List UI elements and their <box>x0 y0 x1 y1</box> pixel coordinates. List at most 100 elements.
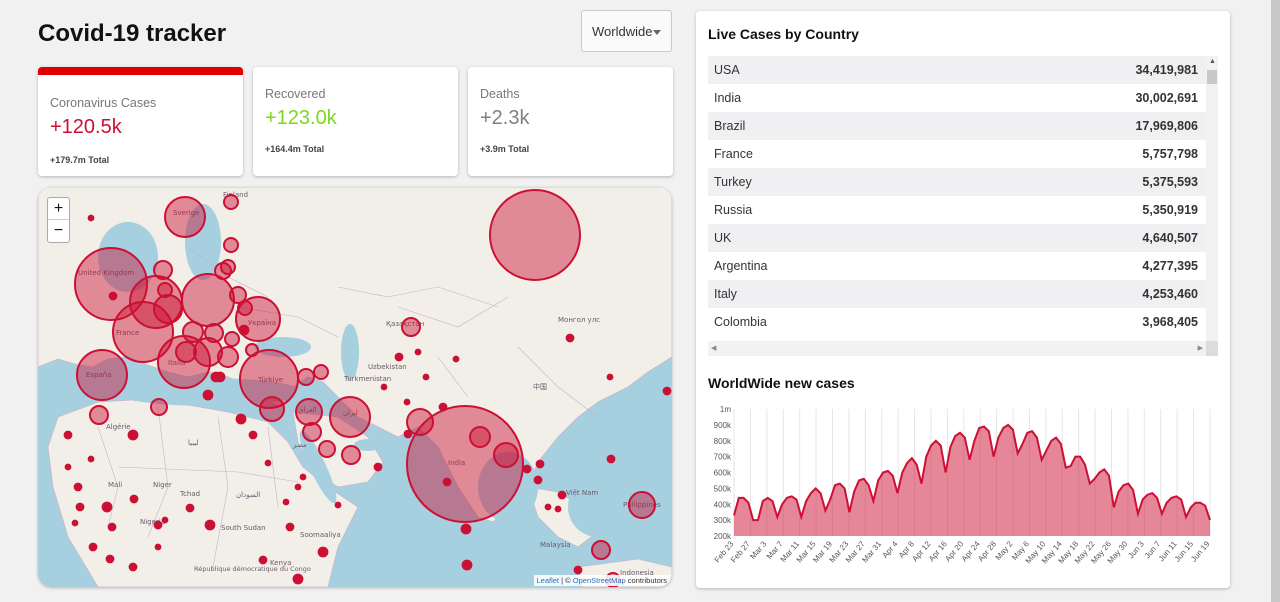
infobox-cases[interactable]: Coronavirus Cases +120.5k +179.7m Total <box>38 67 243 176</box>
case-circle-marker[interactable] <box>63 430 73 440</box>
case-circle-marker[interactable] <box>544 503 552 511</box>
case-circle-marker[interactable] <box>573 565 583 575</box>
case-circle-marker[interactable] <box>217 346 239 368</box>
vertical-scroll-thumb[interactable] <box>1207 70 1217 84</box>
case-circle-marker[interactable] <box>557 490 567 500</box>
case-circle-marker[interactable] <box>493 442 519 468</box>
case-circle-marker[interactable] <box>105 554 115 564</box>
case-circle-marker[interactable] <box>469 426 491 448</box>
case-circle-marker[interactable] <box>438 402 448 412</box>
case-circle-marker[interactable] <box>282 498 290 506</box>
table-horizontal-scrollbar[interactable]: ◀ ▶ <box>708 341 1206 356</box>
infobox-deaths[interactable]: Deaths +2.3k +3.9m Total <box>468 67 673 176</box>
case-circle-marker[interactable] <box>554 505 562 513</box>
case-circle-marker[interactable] <box>460 523 472 535</box>
case-circle-marker[interactable] <box>329 396 371 438</box>
case-circle-marker[interactable] <box>248 430 258 440</box>
case-circle-marker[interactable] <box>88 542 98 552</box>
case-circle-marker[interactable] <box>461 559 473 571</box>
case-circle-marker[interactable] <box>87 214 95 222</box>
case-circle-marker[interactable] <box>401 317 421 337</box>
window-scrollbar[interactable] <box>1271 0 1280 602</box>
case-circle-marker[interactable] <box>101 501 113 513</box>
leaflet-link[interactable]: Leaflet <box>536 576 560 585</box>
case-circle-marker[interactable] <box>422 373 430 381</box>
case-circle-marker[interactable] <box>258 555 268 565</box>
case-circle-marker[interactable] <box>565 333 575 343</box>
case-circle-marker[interactable] <box>380 383 388 391</box>
case-circle-marker[interactable] <box>164 196 206 238</box>
case-circle-marker[interactable] <box>202 389 214 401</box>
case-circle-marker[interactable] <box>394 352 404 362</box>
case-circle-marker[interactable] <box>297 368 315 386</box>
case-circle-marker[interactable] <box>606 373 614 381</box>
country-select[interactable]: Worldwide <box>581 10 672 52</box>
case-circle-marker[interactable] <box>489 189 581 281</box>
case-circle-marker[interactable] <box>302 422 322 442</box>
case-circle-marker[interactable] <box>591 540 611 560</box>
case-circle-marker[interactable] <box>108 291 118 301</box>
world-map[interactable]: Finland Sverige United Kingdom France Es… <box>38 187 672 587</box>
case-circle-marker[interactable] <box>229 286 247 304</box>
case-circle-marker[interactable] <box>628 491 656 519</box>
table-vertical-scrollbar[interactable]: ▲ ▼ <box>1206 56 1218 350</box>
case-circle-marker[interactable] <box>373 462 383 472</box>
case-circle-marker[interactable] <box>292 573 304 585</box>
case-circle-marker[interactable] <box>341 445 361 465</box>
case-circle-marker[interactable] <box>294 483 302 491</box>
case-circle-marker[interactable] <box>204 323 224 343</box>
case-circle-marker[interactable] <box>442 477 452 487</box>
map-canvas[interactable]: Finland Sverige United Kingdom France Es… <box>38 187 672 587</box>
case-circle-marker[interactable] <box>264 459 272 467</box>
case-circle-marker[interactable] <box>223 194 239 210</box>
case-circle-marker[interactable] <box>285 522 295 532</box>
case-circle-marker[interactable] <box>662 386 672 396</box>
case-circle-marker[interactable] <box>403 429 413 439</box>
zoom-out-button[interactable]: − <box>53 222 64 239</box>
case-circle-marker[interactable] <box>127 429 139 441</box>
case-circle-marker[interactable] <box>535 459 545 469</box>
case-circle-marker[interactable] <box>193 337 223 367</box>
scroll-left-arrow-icon[interactable]: ◀ <box>711 345 717 352</box>
case-circle-marker[interactable] <box>299 473 307 481</box>
case-circle-marker[interactable] <box>295 398 323 426</box>
case-circle-marker[interactable] <box>235 413 247 425</box>
case-circle-marker[interactable] <box>334 501 342 509</box>
case-circle-marker[interactable] <box>214 262 232 280</box>
case-circle-marker[interactable] <box>76 349 128 401</box>
case-circle-marker[interactable] <box>533 475 543 485</box>
case-circle-marker[interactable] <box>182 321 204 343</box>
case-circle-marker[interactable] <box>606 454 616 464</box>
case-circle-marker[interactable] <box>210 371 222 383</box>
case-circle-marker[interactable] <box>185 503 195 513</box>
case-circle-marker[interactable] <box>154 543 162 551</box>
case-circle-marker[interactable] <box>406 408 434 436</box>
case-circle-marker[interactable] <box>107 522 117 532</box>
case-circle-marker[interactable] <box>318 440 336 458</box>
case-circle-marker[interactable] <box>224 331 240 347</box>
live-cases-table[interactable]: USA 34,419,981 India 30,002,691 Brazil 17,9… <box>708 56 1206 364</box>
case-circle-marker[interactable] <box>71 519 79 527</box>
case-circle-marker[interactable] <box>204 519 216 531</box>
case-circle-marker[interactable] <box>406 405 524 523</box>
case-circle-marker[interactable] <box>150 398 168 416</box>
case-circle-marker[interactable] <box>153 520 163 530</box>
case-circle-marker[interactable] <box>157 282 173 298</box>
case-circle-marker[interactable] <box>64 463 72 471</box>
case-circle-marker[interactable] <box>414 348 422 356</box>
scroll-right-arrow-icon[interactable]: ▶ <box>1197 345 1203 352</box>
case-circle-marker[interactable] <box>153 260 173 280</box>
case-circle-marker[interactable] <box>317 546 329 558</box>
case-circle-marker[interactable] <box>129 494 139 504</box>
case-circle-marker[interactable] <box>112 301 174 363</box>
case-circle-marker[interactable] <box>259 396 285 422</box>
case-circle-marker[interactable] <box>245 343 259 357</box>
case-circle-marker[interactable] <box>175 341 197 363</box>
case-circle-marker[interactable] <box>153 294 183 324</box>
osm-link[interactable]: OpenStreetMap <box>572 576 626 585</box>
case-circle-marker[interactable] <box>87 455 95 463</box>
case-circle-marker[interactable] <box>223 237 239 253</box>
scroll-up-arrow-icon[interactable]: ▲ <box>1209 58 1216 65</box>
case-circle-marker[interactable] <box>452 355 460 363</box>
case-circle-marker[interactable] <box>128 562 138 572</box>
